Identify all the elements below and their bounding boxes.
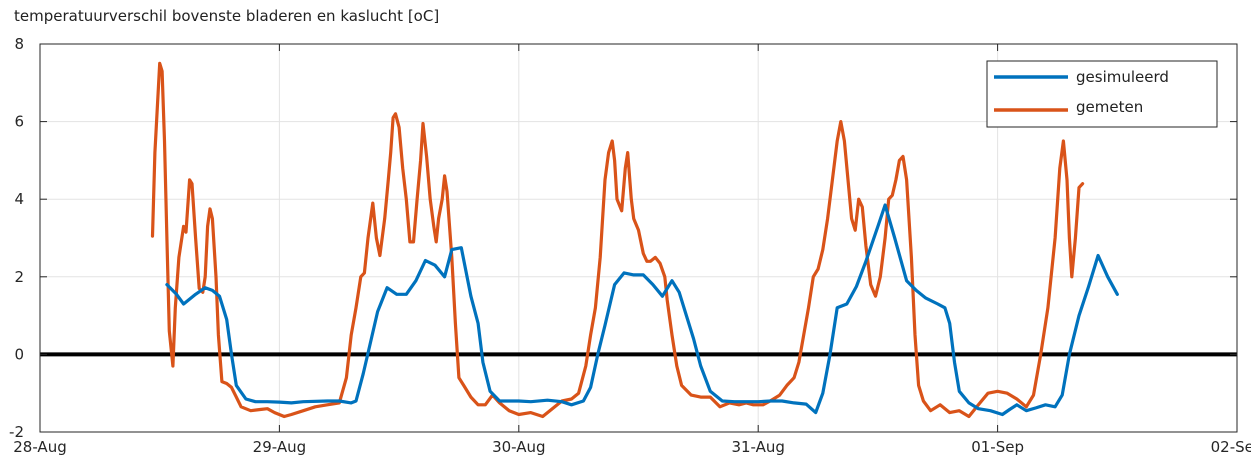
y-tick-label: 8 bbox=[14, 35, 24, 53]
legend-label-gesimuleerd: gesimuleerd bbox=[1076, 68, 1169, 86]
legend: gesimuleerd gemeten bbox=[986, 60, 1218, 128]
axis-tick-labels: -2 0 2 4 6 8 28-Aug 29-Aug 30-Aug 31-Aug 01-Sep 02-… bbox=[9, 35, 1251, 456]
y-tick-label: -2 bbox=[9, 423, 24, 441]
chart-title: temperatuurverschil bovenste bladeren en… bbox=[14, 7, 439, 25]
series-layer bbox=[150, 61, 1119, 419]
y-tick-label: 4 bbox=[14, 190, 24, 208]
x-tick-label: 31-Aug bbox=[731, 438, 784, 456]
y-tick-label: 2 bbox=[14, 268, 24, 286]
series-line-gemeten bbox=[150, 61, 1085, 419]
x-tick-label: 02-Sep bbox=[1211, 438, 1251, 456]
x-tick-label: 01-Sep bbox=[971, 438, 1024, 456]
series-line-gesimuleerd bbox=[165, 203, 1119, 417]
x-tick-label: 28-Aug bbox=[13, 438, 66, 456]
x-tick-label: 29-Aug bbox=[253, 438, 306, 456]
legend-label-gemeten: gemeten bbox=[1076, 98, 1143, 116]
y-tick-label: 6 bbox=[14, 113, 24, 131]
x-tick-label: 30-Aug bbox=[492, 438, 545, 456]
axis-ticks bbox=[39, 43, 1238, 433]
y-tick-label: 0 bbox=[14, 345, 24, 363]
legend-box bbox=[986, 60, 1218, 128]
plot-area-border bbox=[39, 43, 1238, 433]
